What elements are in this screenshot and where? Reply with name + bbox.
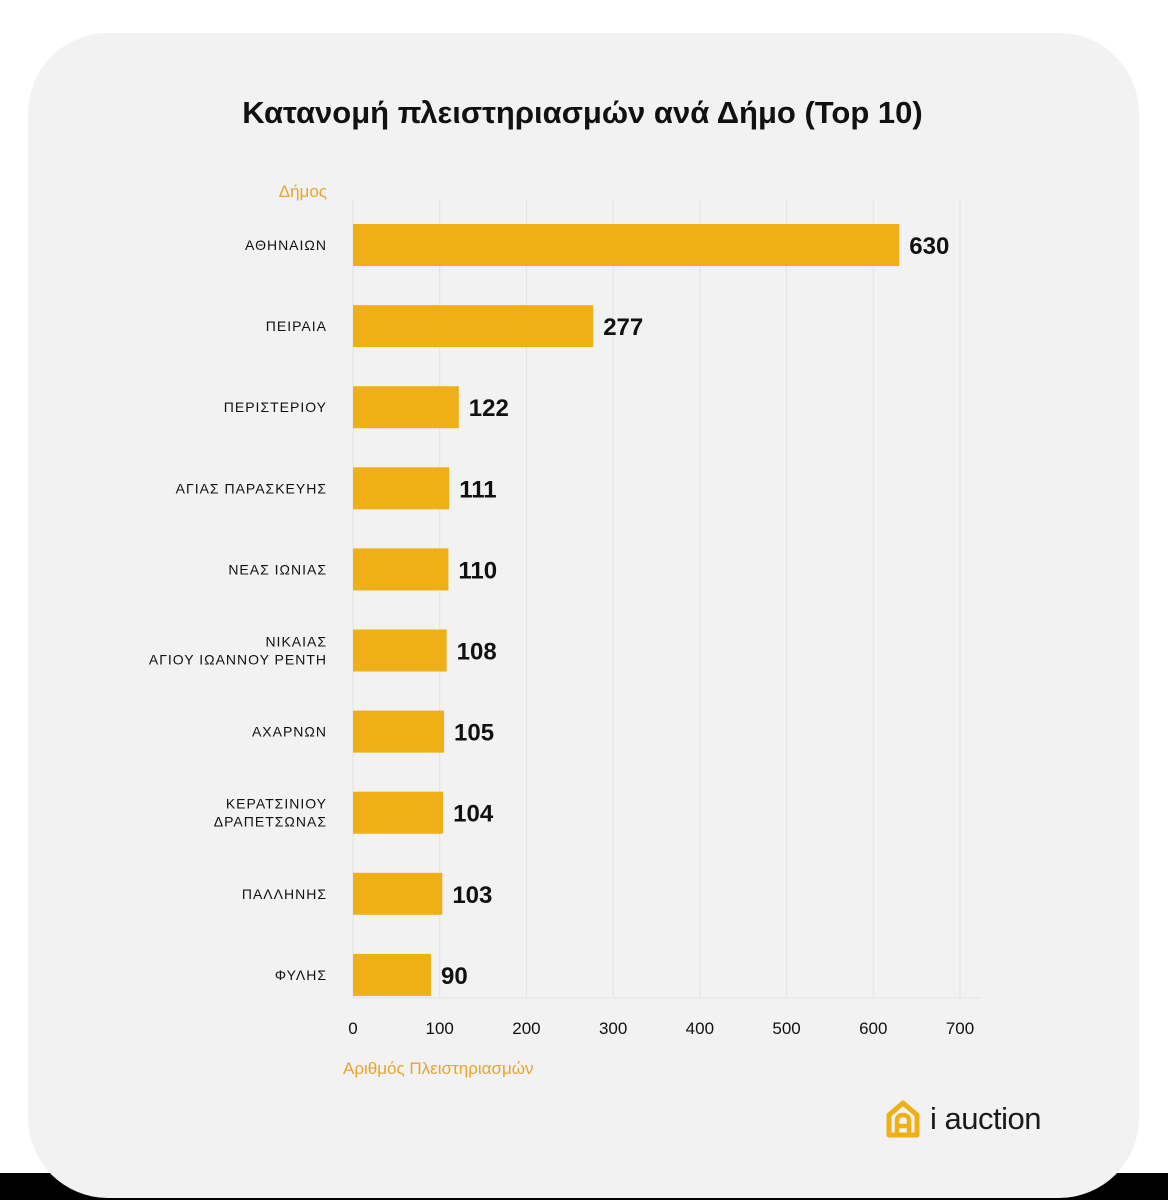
- data-label-10: 90: [441, 963, 468, 990]
- house-a-icon: [886, 1100, 920, 1138]
- bar-2: [353, 305, 594, 348]
- bar-1: [353, 224, 900, 266]
- data-label-2: 277: [603, 314, 643, 341]
- category-label: ΝΙΚΑΙΑΣ: [265, 634, 327, 650]
- data-label-1: 630: [909, 233, 949, 260]
- category-label: ΔΡΑΠΕΤΣΩΝΑΣ: [214, 814, 327, 830]
- chart-title: Κατανομή πλειστηριασμών ανά Δήμο (Top 10…: [242, 95, 923, 130]
- x-axis-title: Αριθμός Πλειστηριασμών: [343, 1059, 534, 1078]
- y-axis-title: Δήμος: [279, 182, 327, 201]
- x-tick-label: 600: [859, 1019, 887, 1038]
- category-label: ΚΕΡΑΤΣΙΝΙΟΥ: [226, 796, 327, 812]
- data-label-9: 103: [452, 882, 492, 909]
- data-label-4: 111: [459, 476, 496, 503]
- category-label: ΠΕΙΡΑΙΑ: [266, 318, 327, 334]
- category-label: ΝΕΑΣ ΙΩΝΙΑΣ: [228, 561, 327, 577]
- category-label: ΑΓΙΟΥ ΙΩΑΝΝΟΥ ΡΕΝΤΗ: [149, 652, 327, 668]
- data-label-5: 110: [458, 557, 497, 584]
- brand-logo[interactable]: i auction: [886, 1100, 1041, 1138]
- bar-8: [353, 791, 444, 834]
- bar-5: [353, 548, 449, 591]
- x-tick-label: 500: [772, 1019, 800, 1038]
- bar-6: [353, 629, 447, 672]
- category-label: ΦΥΛΗΣ: [275, 967, 327, 983]
- category-label: ΑΧΑΡΝΩΝ: [252, 724, 327, 740]
- data-label-3: 122: [469, 395, 509, 422]
- brand-name: i auction: [930, 1101, 1041, 1136]
- bar-9: [353, 872, 443, 915]
- bar-10: [353, 953, 432, 996]
- data-label-7: 105: [454, 720, 494, 747]
- category-label: ΑΓΙΑΣ ΠΑΡΑΣΚΕΥΗΣ: [176, 480, 327, 496]
- bar-3: [353, 386, 459, 429]
- x-tick-label: 400: [686, 1019, 714, 1038]
- x-tick-label: 0: [348, 1019, 357, 1038]
- x-tick-label: 300: [599, 1019, 627, 1038]
- category-label: ΠΑΛΛΗΝΗΣ: [242, 886, 327, 902]
- x-tick-label: 700: [946, 1019, 974, 1038]
- category-label: ΑΘΗΝΑΙΩΝ: [245, 237, 327, 253]
- bar-4: [353, 467, 450, 510]
- x-tick-label: 100: [426, 1019, 454, 1038]
- data-label-6: 108: [457, 639, 497, 666]
- data-label-8: 104: [453, 801, 494, 828]
- x-tick-label: 200: [512, 1019, 540, 1038]
- category-label: ΠΕΡΙΣΤΕΡΙΟΥ: [224, 399, 327, 415]
- bar-7: [353, 710, 445, 753]
